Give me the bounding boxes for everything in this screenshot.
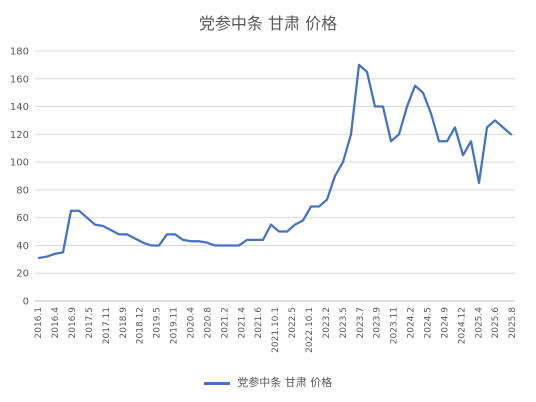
x-tick-label: 2019.11 (170, 307, 180, 344)
x-tick-label: 2021.2 (220, 307, 230, 339)
y-tick-label: 60 (16, 213, 29, 224)
x-tick-label: 2016.9 (68, 307, 78, 339)
x-tick-label: 2023.9 (373, 307, 383, 339)
chart-title: 党参中条 甘肃 价格 (198, 14, 338, 33)
x-tick-label: 2022.5 (288, 307, 298, 339)
x-tick-label: 2020.8 (203, 307, 213, 339)
x-tick-label: 2016.1 (34, 307, 44, 339)
series-line (37, 63, 513, 260)
x-tick-label: 2024.12 (457, 307, 467, 344)
x-tick-label: 2020.4 (187, 307, 197, 339)
x-tick-label: 2023.11 (390, 307, 400, 344)
x-tick-label: 2017.5 (85, 307, 95, 339)
legend: 党参中条 甘肃 价格 (0, 374, 536, 390)
x-tick-label: 2019.5 (153, 307, 163, 339)
y-tick-label: 100 (10, 158, 29, 169)
x-tick-label: 2017.11 (102, 307, 112, 344)
x-tick-label: 2023.5 (339, 307, 349, 339)
y-tick-label: 180 (10, 47, 29, 58)
legend-label: 党参中条 甘肃 价格 (237, 376, 333, 389)
x-tick-label: 2024.9 (440, 307, 450, 339)
x-tick-label: 2016.4 (51, 307, 61, 339)
x-tick-label: 2025.6 (491, 307, 501, 339)
x-tick-label: 2021.10.1 (271, 307, 281, 353)
y-tick-label: 80 (16, 185, 29, 196)
x-tick-label: 2021.4 (237, 307, 247, 339)
x-tick-label: 2025.8 (508, 307, 518, 339)
x-tick-label: 2024.5 (424, 307, 434, 339)
x-tick-label: 2023.7 (356, 307, 366, 339)
y-tick-label: 40 (16, 241, 29, 252)
x-tick-label: 2021.6 (254, 307, 264, 339)
y-tick-label: 160 (10, 74, 29, 85)
y-tick-label: 0 (23, 297, 29, 308)
x-tick-label: 2022.10.1 (305, 307, 315, 353)
y-tick-label: 140 (10, 102, 29, 113)
y-tick-label: 20 (16, 269, 29, 280)
x-tick-label: 2024.2 (407, 307, 417, 339)
legend-swatch (203, 381, 230, 385)
x-tick-label: 2018.12 (136, 307, 146, 344)
y-tick-label: 120 (10, 130, 29, 141)
x-tick-label: 2018.9 (119, 307, 129, 339)
x-tick-label: 2023.2 (322, 307, 332, 339)
x-tick-label: 2025.4 (474, 307, 484, 339)
